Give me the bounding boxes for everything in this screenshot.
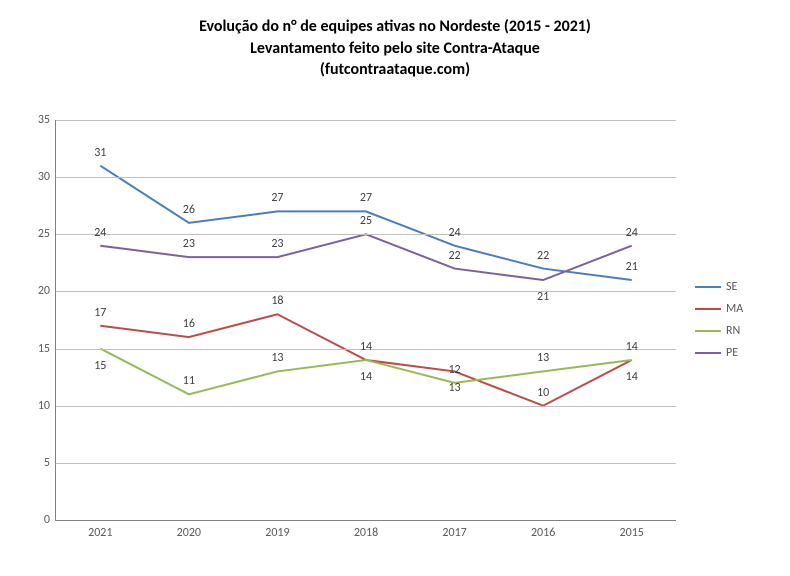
- legend-swatch: [695, 308, 721, 310]
- legend-item-pe: PE: [695, 346, 743, 360]
- data-label: 24: [626, 226, 638, 240]
- xtick-label: 2021: [88, 526, 112, 540]
- legend-label: MA: [726, 302, 743, 316]
- data-label: 12: [448, 363, 460, 377]
- chart-title: Evolução do n° de equipes ativas no Nord…: [0, 0, 790, 81]
- data-label: 15: [94, 359, 106, 373]
- data-label: 17: [94, 306, 106, 320]
- ytick-label: 15: [38, 342, 50, 356]
- data-label: 24: [94, 226, 106, 240]
- data-label: 14: [360, 340, 372, 354]
- data-label: 27: [360, 191, 372, 205]
- legend-swatch: [695, 352, 721, 354]
- data-label: 23: [183, 237, 195, 251]
- legend-item-ma: MA: [695, 302, 743, 316]
- chart-container: Evolução do n° de equipes ativas no Nord…: [0, 0, 790, 576]
- legend-label: SE: [726, 280, 737, 294]
- gridline: [56, 177, 676, 178]
- data-label: 22: [537, 249, 549, 263]
- gridline: [56, 234, 676, 235]
- data-label: 16: [183, 317, 195, 331]
- ytick-label: 10: [38, 399, 50, 413]
- data-label: 13: [271, 351, 283, 365]
- legend-label: PE: [726, 346, 738, 360]
- data-label: 14: [626, 340, 638, 354]
- data-label: 21: [537, 290, 549, 304]
- line-svg: [56, 120, 676, 520]
- data-label: 22: [448, 249, 460, 263]
- ytick-label: 5: [44, 456, 50, 470]
- data-label: 10: [537, 386, 549, 400]
- data-label: 26: [183, 203, 195, 217]
- xtick-label: 2017: [442, 526, 466, 540]
- title-line2: Levantamento feito pelo site Contra-Ataq…: [0, 38, 790, 60]
- ytick-label: 35: [38, 113, 50, 127]
- data-label: 21: [626, 260, 638, 274]
- legend-swatch: [695, 286, 721, 288]
- xtick-label: 2019: [265, 526, 289, 540]
- data-label: 18: [271, 294, 283, 308]
- legend-swatch: [695, 330, 721, 332]
- legend-item-rn: RN: [695, 324, 743, 338]
- legend: SE MA RN PE: [695, 280, 743, 368]
- data-label: 14: [360, 370, 372, 384]
- gridline: [56, 120, 676, 121]
- data-label: 23: [271, 237, 283, 251]
- gridline: [56, 291, 676, 292]
- data-label: 13: [537, 351, 549, 365]
- gridline: [56, 406, 676, 407]
- legend-item-se: SE: [695, 280, 743, 294]
- title-line3: (futcontraataque.com): [0, 59, 790, 81]
- xtick-label: 2018: [354, 526, 378, 540]
- xtick-label: 2020: [177, 526, 201, 540]
- data-label: 24: [448, 226, 460, 240]
- ytick-label: 30: [38, 170, 50, 184]
- xtick-label: 2015: [620, 526, 644, 540]
- ytick-label: 25: [38, 227, 50, 241]
- title-line1: Evolução do n° de equipes ativas no Nord…: [0, 16, 790, 38]
- ytick-label: 20: [38, 284, 50, 298]
- legend-label: RN: [726, 324, 740, 338]
- data-label: 11: [183, 374, 195, 388]
- series-line-pe: [100, 234, 631, 280]
- data-label: 31: [94, 146, 106, 160]
- plot-area: 0510152025303520212020201920182017201620…: [55, 120, 676, 521]
- data-label: 14: [626, 370, 638, 384]
- xtick-label: 2016: [531, 526, 555, 540]
- data-label: 25: [360, 214, 372, 228]
- data-label: 13: [448, 381, 460, 395]
- data-label: 27: [271, 191, 283, 205]
- gridline: [56, 463, 676, 464]
- ytick-label: 0: [44, 513, 50, 527]
